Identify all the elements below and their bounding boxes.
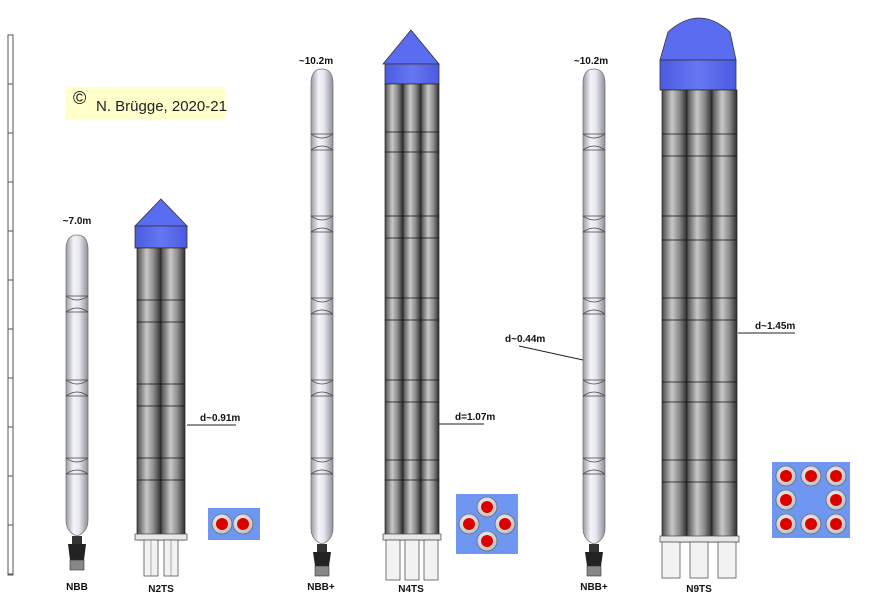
engine-icon — [313, 544, 331, 577]
nbb-plus-2-name-label: NBB+ — [580, 582, 608, 593]
nbb-plus-diameter-label: d~0.44m — [505, 334, 546, 345]
n4ts-cross-section — [456, 494, 518, 554]
n9ts-rocket — [659, 17, 740, 579]
nbb-name-label: NBB — [66, 582, 88, 593]
n2ts-rocket — [134, 198, 188, 577]
n9ts-name-label: N9TS — [686, 584, 712, 595]
n2ts-name-label: N2TS — [148, 584, 174, 595]
copyright-text: N. Brügge, 2020-21 — [96, 98, 227, 115]
n9ts-diameter-label: d~1.45m — [755, 321, 796, 332]
engine-icon — [585, 544, 603, 577]
engine-icon — [385, 539, 439, 581]
nbb-plus-rocket-1 — [310, 68, 334, 577]
copyright-symbol: © — [73, 88, 87, 108]
n9ts-cross-section — [772, 462, 850, 538]
dimension-lines — [187, 332, 795, 426]
n4ts-diameter-label: d=1.07m — [455, 412, 496, 423]
nbb-plus-rocket-2 — [582, 68, 606, 577]
nbb-rocket — [65, 234, 89, 571]
nbb-plus-1-length-label: ~10.2m — [298, 56, 334, 67]
copyright-box — [66, 87, 225, 120]
n4ts-name-label: N4TS — [398, 584, 424, 595]
scale-bar — [7, 34, 14, 576]
nbb-plus-1-name-label: NBB+ — [307, 582, 335, 593]
n2ts-diameter-label: d~0.91m — [200, 413, 241, 424]
engine-icon — [68, 536, 86, 571]
nbb-plus-2-length-label: ~10.2m — [573, 56, 609, 67]
engine-icon — [661, 541, 737, 579]
engine-icon — [143, 539, 179, 577]
nbb-length-label: ~7.0m — [62, 216, 92, 227]
n4ts-rocket — [382, 29, 442, 581]
n2ts-cross-section — [208, 508, 260, 540]
